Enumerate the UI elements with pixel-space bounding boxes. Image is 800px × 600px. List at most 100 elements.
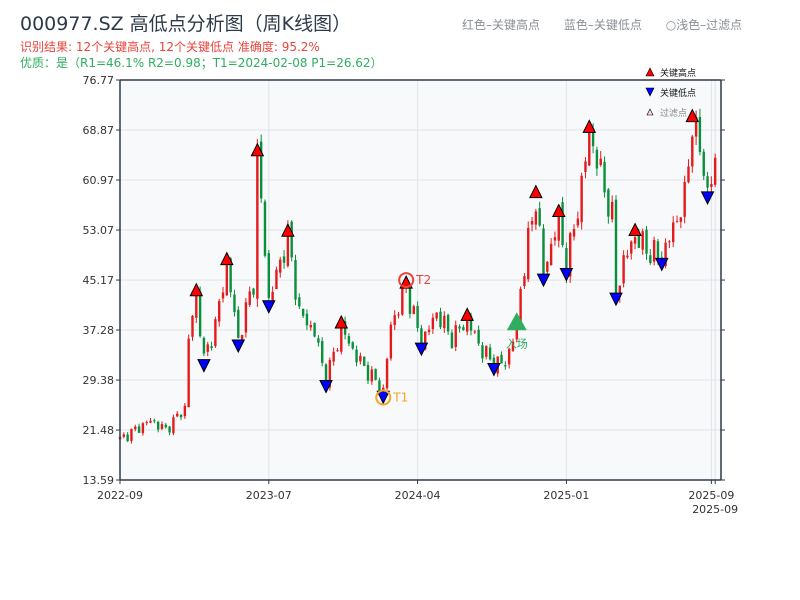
key-low-marker: [197, 359, 211, 373]
candle-body: [290, 221, 293, 258]
key-high-marker: [685, 108, 700, 123]
candle-body: [683, 181, 686, 217]
candle-body: [591, 128, 595, 147]
candle-body: [145, 422, 148, 424]
legend-filtered-label: 过滤点: [660, 107, 687, 119]
candle-body: [576, 218, 580, 226]
candle-body: [210, 346, 213, 349]
key-high-marker: [281, 223, 295, 237]
entry-marker: [506, 312, 527, 331]
chart-title: 000977.SZ 高低点分析图（周K线图）: [20, 13, 352, 35]
candle-body: [630, 241, 633, 254]
candle-body: [252, 288, 255, 295]
candle-body: [458, 326, 461, 329]
candle-body: [309, 324, 312, 328]
candle-body: [187, 338, 190, 408]
candle-body: [664, 242, 667, 266]
candle-body: [427, 329, 431, 333]
legend-blue-text: 蓝色–关键低点: [563, 18, 642, 32]
candle-body: [351, 342, 354, 349]
candle-body: [652, 240, 656, 262]
candle-body: [477, 329, 480, 344]
candle-body: [248, 291, 251, 305]
candle-body: [214, 319, 217, 347]
candle-body: [633, 237, 637, 244]
candle-body: [504, 365, 507, 367]
candle-body: [282, 256, 286, 263]
legend-light-text: ○浅色–过滤点: [665, 18, 743, 32]
candle-body: [179, 414, 183, 418]
candle-body: [675, 221, 679, 223]
key-low-marker: [231, 339, 246, 354]
candle-body: [359, 355, 362, 362]
y-tick-label: 60.97: [83, 174, 115, 187]
key-high-marker: [529, 184, 543, 199]
candle-body: [527, 227, 530, 280]
candle-body: [595, 149, 599, 169]
candle-body: [122, 434, 126, 437]
candle-body: [435, 312, 438, 319]
candle-body: [401, 287, 404, 315]
candle-body: [694, 116, 698, 137]
candle-body: [153, 420, 156, 422]
candle-body: [542, 228, 545, 275]
candle-body: [649, 255, 652, 263]
key-low-marker: [536, 273, 551, 288]
candle-body: [347, 336, 351, 344]
candle-body: [599, 158, 602, 166]
key-high-marker: [628, 222, 642, 237]
candle-body: [305, 313, 309, 326]
candle-body: [565, 248, 568, 280]
candle-body: [164, 424, 167, 428]
candle-body: [237, 309, 240, 338]
y-tick-label: 29.38: [83, 374, 115, 387]
legend-high-label: 关键高点: [660, 67, 696, 79]
key-high-marker: [551, 203, 566, 218]
candle-body: [229, 258, 232, 293]
x-tick-label: 2024-04: [395, 489, 441, 502]
x-tick-label: 2023-07: [246, 489, 292, 502]
key-low-marker: [319, 380, 333, 394]
y-tick-label: 21.48: [83, 424, 115, 437]
candle-body: [454, 325, 457, 347]
candle-body: [378, 380, 381, 393]
candle-body: [607, 189, 610, 217]
candle-body: [679, 217, 683, 222]
key-high-marker: [334, 314, 349, 329]
key-high-marker: [399, 274, 413, 289]
candle-body: [183, 405, 187, 417]
candle-body: [256, 145, 259, 299]
entry-label: 入场: [506, 336, 528, 350]
candle-body: [462, 327, 465, 331]
candle-body: [412, 306, 415, 315]
candle-body: [698, 116, 702, 152]
candle-body: [271, 291, 274, 301]
x-tick-label: 2025-09: [688, 489, 734, 502]
candle-body: [275, 269, 278, 290]
candle-body: [557, 205, 560, 241]
color-legend: 红色–关键高点 蓝色–关键低点 ○浅色–过滤点: [462, 18, 742, 32]
candle-body: [488, 347, 492, 360]
candle-body: [317, 338, 320, 343]
candle-body: [572, 228, 576, 237]
candle-body: [397, 314, 400, 316]
candle-body: [130, 428, 133, 441]
candle-body: [443, 315, 446, 329]
candle-body: [584, 161, 587, 172]
candle-body: [465, 317, 469, 332]
y-tick-label: 68.87: [83, 124, 115, 137]
candle-body: [198, 291, 202, 337]
candle-body: [691, 136, 694, 167]
candle-body: [641, 231, 644, 250]
t1-circle: [375, 389, 392, 406]
candle-body: [439, 311, 442, 328]
t2-label: T2: [415, 273, 431, 287]
candle-body: [473, 331, 477, 333]
candle-body: [668, 241, 671, 243]
candle-body: [530, 220, 534, 225]
candle-body: [233, 294, 236, 313]
candle-body: [355, 349, 358, 363]
key-low-marker: [700, 191, 715, 205]
y-tick-label: 76.77: [83, 74, 115, 87]
